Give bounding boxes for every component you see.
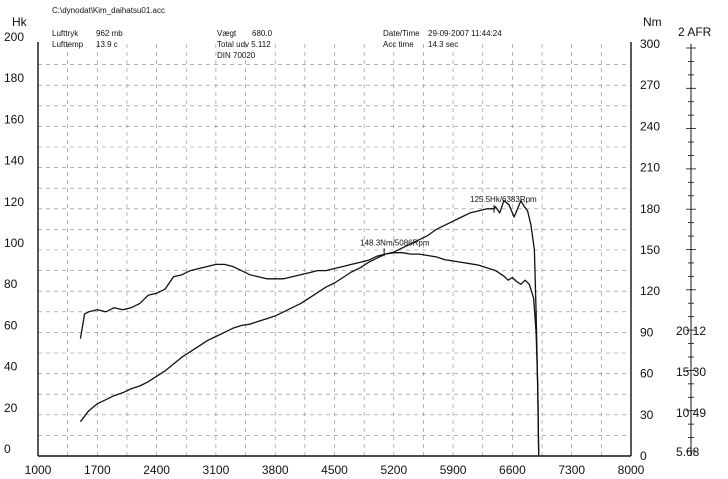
left-axis-ticks: 0 20 40 60 80 100 120 140 160 180 200 [4, 30, 24, 456]
x-tick-label: 4500 [321, 463, 348, 477]
left-axis-title: Hk [12, 15, 28, 29]
lufttemp-value: 13.9 c [96, 40, 118, 49]
right-tick-label: 0 [640, 449, 647, 463]
left-tick-label: 60 [4, 318, 18, 332]
right-tick-label: 270 [640, 78, 660, 92]
annotations: 125.5Hk/6383Rpm 148.3Nm/5086Rpm [360, 195, 537, 257]
plot-frame [37, 42, 632, 457]
acctime-label: Acc time [383, 40, 414, 49]
left-tick-label: 200 [4, 30, 24, 44]
file-path: C:\dynodat\Kim_daihatsu01.acc [52, 6, 165, 15]
vaegt-label: Vægt [217, 29, 237, 38]
left-tick-label: 0 [4, 442, 11, 456]
x-tick-label: 3100 [203, 463, 230, 477]
din-standard: DIN 70020 [217, 51, 256, 60]
x-axis-ticks: 1000 1700 2400 3100 3800 4500 5200 5900 6600 7300… [25, 463, 645, 477]
left-tick-label: 140 [4, 154, 24, 168]
left-tick-label: 160 [4, 112, 24, 126]
x-tick-label: 7300 [558, 463, 585, 477]
right-tick-label: 210 [640, 161, 660, 175]
left-tick-label: 80 [4, 277, 18, 291]
grid [38, 44, 631, 456]
x-tick-label: 5900 [440, 463, 467, 477]
afr-tick-label: 5.68 [676, 445, 700, 459]
right-tick-label: 300 [640, 37, 660, 51]
peak-label: 148.3Nm/5086Rpm [360, 238, 430, 247]
afr-scale: 5.68 10.49 15.30 20.12 [676, 44, 706, 459]
total-udv: Total udv 5.112 [217, 40, 271, 49]
x-tick-label: 3800 [262, 463, 289, 477]
x-tick-label: 1700 [84, 463, 111, 477]
left-tick-label: 180 [4, 71, 24, 85]
afr-axis-title: 2 AFR [678, 25, 712, 39]
afr-tick-label: 10.49 [676, 406, 706, 420]
right-tick-label: 60 [640, 367, 654, 381]
lufttryk-value: 962 mb [96, 29, 123, 38]
right-tick-label: 240 [640, 119, 660, 133]
left-tick-label: 20 [4, 401, 18, 415]
x-tick-label: 1000 [25, 463, 52, 477]
power-curve [79, 199, 540, 457]
right-tick-label: 150 [640, 243, 660, 257]
lufttryk-label: Lufttryk [52, 29, 79, 38]
x-tick-label: 8000 [618, 463, 645, 477]
afr-tick-label: 20.12 [676, 324, 706, 338]
right-axis-ticks: 0 30 60 90 120 150 180 210 240 270 300 [640, 37, 660, 463]
acctime-value: 14.3 sec [428, 40, 458, 49]
left-tick-label: 40 [4, 360, 18, 374]
right-tick-label: 180 [640, 202, 660, 216]
datetime-value: 29-09-2007 11:44:24 [428, 29, 502, 38]
left-tick-label: 100 [4, 236, 24, 250]
right-axis-title: Nm [643, 15, 662, 29]
vaegt-value: 680.0 [252, 29, 273, 38]
torque-curve [79, 252, 540, 457]
afr-tick-label: 15.30 [676, 365, 706, 379]
right-tick-label: 90 [640, 325, 654, 339]
left-tick-label: 120 [4, 195, 24, 209]
header-block: C:\dynodat\Kim_daihatsu01.acc Lufttryk 9… [52, 6, 502, 60]
x-tick-label: 5200 [380, 463, 407, 477]
peak-label: 125.5Hk/6383Rpm [470, 195, 537, 204]
x-tick-label: 2400 [143, 463, 170, 477]
right-tick-label: 120 [640, 284, 660, 298]
series [79, 199, 540, 457]
right-tick-label: 30 [640, 408, 654, 422]
datetime-label: Date/Time [383, 29, 420, 38]
x-tick-label: 6600 [499, 463, 526, 477]
